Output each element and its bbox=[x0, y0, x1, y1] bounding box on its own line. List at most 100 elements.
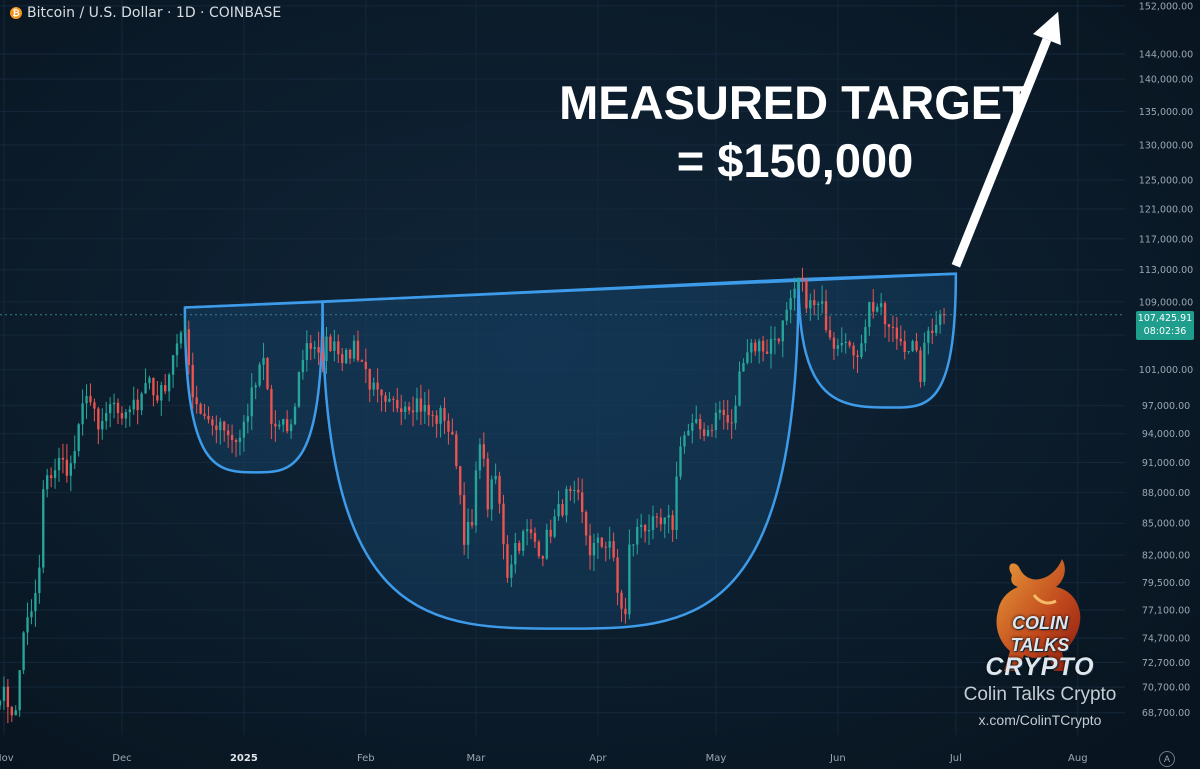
candle-body bbox=[856, 355, 859, 357]
candle-body bbox=[761, 340, 765, 352]
candle-body bbox=[352, 340, 356, 359]
candle-body bbox=[561, 504, 564, 516]
candle-body bbox=[663, 517, 666, 525]
candle-body bbox=[372, 382, 375, 390]
candle-body bbox=[380, 389, 383, 396]
candle-body bbox=[333, 341, 336, 351]
brand-logo-line-2: CRYPTO bbox=[985, 653, 1095, 681]
candle-body bbox=[502, 503, 505, 545]
candle-body bbox=[600, 537, 604, 547]
symbol-header[interactable]: ₿ Bitcoin / U.S. Dollar · 1D · COINBASE bbox=[10, 5, 281, 21]
candle-body bbox=[470, 521, 474, 526]
candle-body bbox=[140, 393, 143, 411]
target-headline: MEASURED TARGET = $150,000 bbox=[480, 74, 1110, 190]
candle-body bbox=[223, 421, 226, 431]
candle-body bbox=[156, 395, 159, 401]
candle-body bbox=[706, 430, 710, 436]
candle-body bbox=[22, 632, 25, 671]
candle-body bbox=[518, 542, 521, 551]
candle-body bbox=[801, 277, 804, 280]
candle-body bbox=[820, 301, 824, 304]
y-tick-label: 82,000.00 bbox=[1142, 551, 1190, 562]
candle-body bbox=[742, 362, 745, 372]
credit-url[interactable]: x.com/ColinTCrypto bbox=[978, 712, 1102, 728]
candle-body bbox=[392, 398, 395, 400]
candle-body bbox=[93, 402, 96, 409]
candle-body bbox=[341, 354, 344, 364]
candle-body bbox=[207, 415, 210, 420]
candle-body bbox=[384, 395, 387, 402]
candle-countdown: 08:02:36 bbox=[1143, 326, 1187, 337]
candle-body bbox=[702, 429, 706, 436]
candle-body bbox=[655, 516, 659, 518]
x-axis[interactable]: Nov Dec 2025 Feb Mar Apr May Jun Jul Aug bbox=[0, 753, 1088, 764]
candle-body bbox=[14, 710, 17, 716]
candle-body bbox=[325, 336, 328, 361]
y-tick-label: 77,100.00 bbox=[1142, 606, 1190, 617]
candle-body bbox=[108, 404, 112, 414]
candle-body bbox=[848, 341, 851, 346]
candle-body bbox=[419, 398, 423, 412]
candle-body bbox=[411, 410, 415, 413]
candle-body bbox=[738, 371, 741, 406]
candle-body bbox=[537, 541, 541, 557]
candle-body bbox=[691, 422, 694, 431]
candle-body bbox=[97, 408, 100, 430]
y-tick-label: 74,700.00 bbox=[1142, 634, 1190, 645]
candle-body bbox=[832, 337, 836, 349]
candle-body bbox=[262, 357, 265, 365]
candle-body bbox=[879, 303, 883, 307]
candle-body bbox=[899, 338, 902, 342]
y-tick-label: 125,000.00 bbox=[1139, 175, 1193, 186]
candle-body bbox=[557, 504, 560, 517]
candle-body bbox=[368, 369, 371, 390]
candle-body bbox=[667, 515, 670, 518]
arrow-shaft bbox=[951, 37, 1052, 268]
y-tick-label: 79,500.00 bbox=[1142, 578, 1190, 589]
candle-body bbox=[938, 314, 942, 325]
candle-body bbox=[462, 495, 466, 545]
candle-body bbox=[521, 531, 525, 551]
candle-body bbox=[258, 364, 261, 386]
y-tick-label: 144,000.00 bbox=[1139, 49, 1193, 60]
candle-body bbox=[10, 707, 13, 716]
candle-body bbox=[919, 350, 922, 382]
candle-body bbox=[356, 340, 360, 361]
candle-body bbox=[305, 343, 308, 360]
candle-body bbox=[77, 424, 80, 452]
candle-body bbox=[927, 330, 930, 343]
candle-body bbox=[329, 336, 332, 351]
candle-body bbox=[219, 421, 222, 431]
cup-shape bbox=[321, 277, 800, 630]
y-tick-label: 85,000.00 bbox=[1142, 519, 1190, 530]
symbol-title: Bitcoin / U.S. Dollar · 1D · COINBASE bbox=[27, 5, 282, 21]
candle-body bbox=[447, 420, 450, 432]
candle-body bbox=[238, 437, 242, 443]
candle-body bbox=[26, 617, 29, 633]
candle-body bbox=[506, 544, 509, 578]
candle-body bbox=[903, 341, 906, 353]
candle-body bbox=[588, 535, 592, 556]
brand-logo-text: COLIN TALKS CRYPTO bbox=[982, 612, 1098, 681]
candle-body bbox=[234, 440, 238, 443]
candle-body bbox=[679, 446, 682, 477]
candle-body bbox=[195, 397, 198, 405]
x-tick-label: Apr bbox=[589, 753, 607, 764]
candle-body bbox=[167, 374, 171, 392]
candle-body bbox=[293, 406, 297, 425]
candle-body bbox=[923, 342, 926, 382]
candle-body bbox=[639, 524, 643, 527]
candle-body bbox=[824, 301, 828, 331]
handle-shape bbox=[797, 272, 958, 409]
candle-body bbox=[38, 567, 41, 594]
auto-scale-button[interactable]: A bbox=[1159, 751, 1175, 767]
candle-body bbox=[632, 544, 635, 546]
candle-body bbox=[61, 457, 65, 460]
candle-body bbox=[714, 412, 718, 431]
candle-body bbox=[112, 402, 116, 405]
candle-body bbox=[376, 382, 379, 390]
candle-body bbox=[828, 330, 832, 338]
candle-body bbox=[242, 421, 246, 438]
candle-body bbox=[179, 332, 183, 344]
